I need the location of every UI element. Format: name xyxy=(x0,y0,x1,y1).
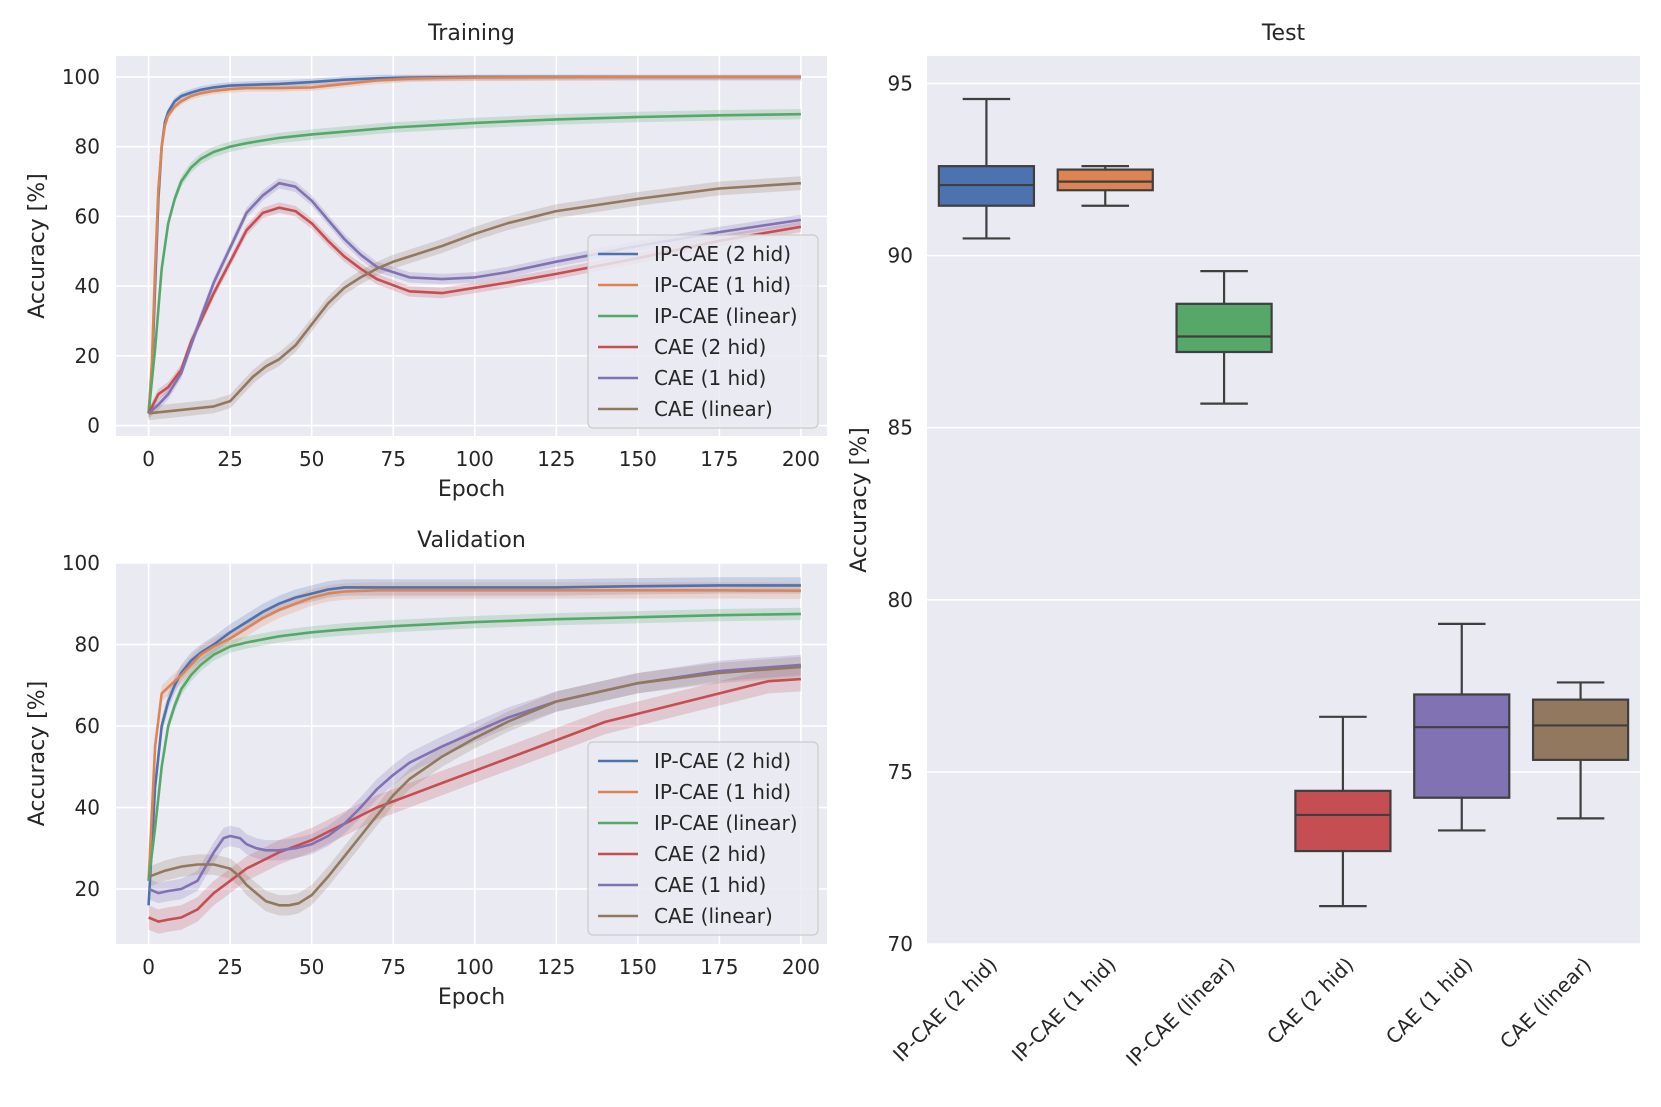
training-xtick-label: 200 xyxy=(782,447,820,471)
test-box-1 xyxy=(1056,165,1154,207)
training-ytick-label: 100 xyxy=(62,65,100,89)
test-xtick-label: CAE (linear) xyxy=(1495,953,1596,1054)
training-series-line-5 xyxy=(148,181,801,415)
test-ytick-label: 95 xyxy=(888,72,913,96)
validation-ytick-label: 40 xyxy=(75,795,100,819)
validation-legend-label-5: CAE (linear) xyxy=(654,904,773,928)
training-ytick-label: 60 xyxy=(75,204,100,228)
test-ylabel: Accuracy [%] xyxy=(847,427,872,573)
training-xtick-label: 50 xyxy=(299,447,324,471)
training-ytick-label: 0 xyxy=(87,414,100,438)
validation-legend-label-1: IP-CAE (1 hid) xyxy=(654,780,791,804)
training-xtick-label: 175 xyxy=(700,447,738,471)
box-iqr xyxy=(1413,693,1511,799)
test-title: Test xyxy=(1261,21,1306,46)
test-ytick-label: 70 xyxy=(888,932,913,956)
training-legend-label-0: IP-CAE (2 hid) xyxy=(654,242,791,266)
validation-panel: 0 25 50 75 100 125 150 175 200 20 40 60 80 100 Validat… xyxy=(25,528,827,1010)
training-xtick-label: 0 xyxy=(142,447,155,471)
box-iqr xyxy=(1175,302,1273,354)
training-legend: IP-CAE (2 hid) IP-CAE (1 hid) IP-CAE (line… xyxy=(587,234,819,429)
validation-series-line-0 xyxy=(147,584,801,906)
training-legend-box xyxy=(587,234,819,429)
training-xtick-label: 25 xyxy=(217,447,242,471)
validation-legend-label-4: CAE (1 hid) xyxy=(654,873,766,897)
validation-ytick-label: 100 xyxy=(62,551,100,575)
training-legend-label-1: IP-CAE (1 hid) xyxy=(654,273,791,297)
validation-legend-box xyxy=(587,741,819,936)
validation-ytick-label: 80 xyxy=(75,632,100,656)
training-ytick-label: 80 xyxy=(75,135,100,159)
validation-xtick-label: 25 xyxy=(217,955,242,979)
validation-xtick-label: 75 xyxy=(380,955,405,979)
validation-ylabel: Accuracy [%] xyxy=(25,681,50,827)
training-legend-label-4: CAE (1 hid) xyxy=(654,366,766,390)
validation-series-line-1 xyxy=(147,588,801,881)
training-xtick-label: 150 xyxy=(619,447,657,471)
validation-xlabel: Epoch xyxy=(438,985,505,1010)
validation-legend-label-3: CAE (2 hid) xyxy=(654,842,766,866)
training-xtick-label: 125 xyxy=(537,447,575,471)
validation-ytick-label: 20 xyxy=(75,877,100,901)
test-xtick-label: CAE (2 hid) xyxy=(1262,953,1358,1049)
validation-ytick-label: 60 xyxy=(75,714,100,738)
validation-series-line-4 xyxy=(148,663,801,895)
validation-title: Validation xyxy=(417,528,526,553)
validation-series-line-5 xyxy=(148,665,801,907)
test-xtick-label: CAE (1 hid) xyxy=(1381,953,1477,1049)
validation-xtick-label: 125 xyxy=(537,955,575,979)
test-box-3 xyxy=(1294,715,1392,908)
training-series-line-1 xyxy=(147,75,801,414)
validation-xtick-label: 0 xyxy=(142,955,155,979)
training-ytick-label: 40 xyxy=(75,274,100,298)
training-title: Training xyxy=(427,21,515,46)
test-xtick-label: IP-CAE (linear) xyxy=(1121,953,1239,1071)
test-xtick-label: IP-CAE (1 hid) xyxy=(1007,953,1121,1067)
test-ytick-label: 90 xyxy=(888,244,913,268)
validation-series-line-2 xyxy=(147,612,801,881)
test-box-0 xyxy=(937,97,1036,240)
test-plot-background xyxy=(927,56,1640,944)
training-series-line-4 xyxy=(147,181,802,415)
box-iqr xyxy=(1531,698,1630,761)
training-series-line-2 xyxy=(147,112,801,414)
test-box-2 xyxy=(1175,270,1273,405)
training-panel: 0 25 50 75 100 125 150 175 200 0 20 40 60 80 100 Traini… xyxy=(25,21,827,502)
test-xtick-label: IP-CAE (2 hid) xyxy=(888,953,1002,1067)
validation-xtick-label: 150 xyxy=(619,955,657,979)
training-legend-label-2: IP-CAE (linear) xyxy=(654,304,798,328)
validation-series-line-3 xyxy=(148,677,801,923)
training-legend-label-3: CAE (2 hid) xyxy=(654,335,766,359)
training-xtick-label: 100 xyxy=(456,447,494,471)
validation-xtick-label: 200 xyxy=(782,955,820,979)
training-legend-label-5: CAE (linear) xyxy=(654,397,773,421)
test-box-4 xyxy=(1413,622,1511,832)
training-xlabel: Epoch xyxy=(438,477,505,502)
test-ytick-label: 75 xyxy=(888,760,913,784)
validation-legend-label-0: IP-CAE (2 hid) xyxy=(654,749,791,773)
training-xtick-label: 75 xyxy=(380,447,405,471)
test-panel: 70 75 80 85 90 95 Test Accuracy [%] IP-CAE (2 hi… xyxy=(847,21,1640,1071)
test-ytick-label: 80 xyxy=(888,588,913,612)
validation-band-3 xyxy=(148,666,801,934)
validation-xtick-label: 100 xyxy=(456,955,494,979)
test-ytick-label: 85 xyxy=(888,416,913,440)
validation-xtick-label: 175 xyxy=(700,955,738,979)
training-ylabel: Accuracy [%] xyxy=(25,173,50,319)
test-box-5 xyxy=(1531,681,1630,820)
validation-xtick-label: 50 xyxy=(299,955,324,979)
box-iqr xyxy=(1294,789,1392,853)
validation-legend-label-2: IP-CAE (linear) xyxy=(654,811,798,835)
box-iqr xyxy=(1056,168,1154,192)
validation-legend: IP-CAE (2 hid) IP-CAE (1 hid) IP-CAE (line… xyxy=(587,741,819,936)
training-ytick-label: 20 xyxy=(75,344,100,368)
